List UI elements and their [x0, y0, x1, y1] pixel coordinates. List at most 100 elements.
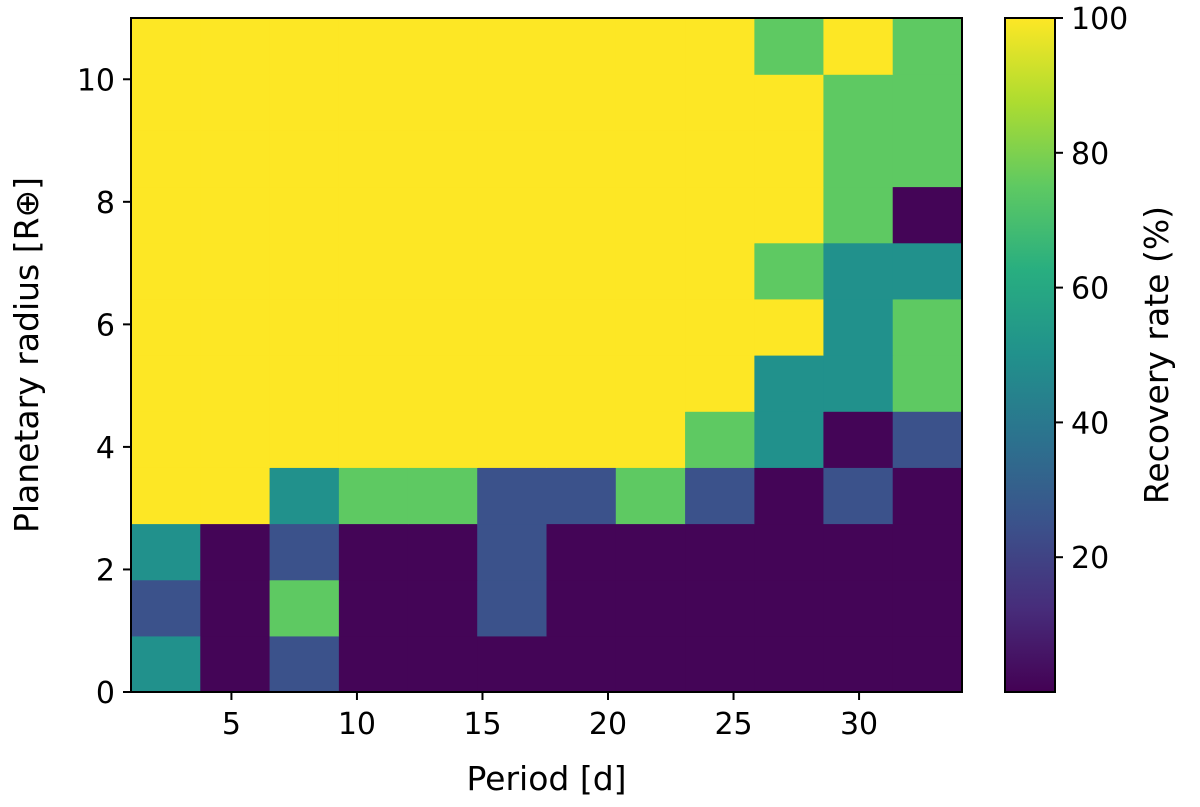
heatmap-cell — [615, 635, 686, 693]
heatmap-cell — [754, 242, 825, 300]
heatmap-cell — [615, 242, 686, 300]
heatmap-cell — [269, 242, 340, 300]
y-tick-label: 4 — [96, 431, 115, 466]
heatmap-cell — [685, 579, 755, 637]
heatmap-cell — [338, 411, 409, 468]
y-tick-label: 8 — [96, 186, 115, 221]
heatmap-cell — [546, 579, 617, 637]
heatmap-cell — [407, 523, 478, 581]
heatmap-cell — [407, 74, 478, 131]
colorbar-frame — [1004, 17, 1056, 693]
y-tick-label: 0 — [96, 676, 115, 711]
heatmap-cell — [685, 467, 755, 525]
heatmap-cell — [546, 411, 617, 468]
heatmap-cell — [477, 18, 548, 75]
heatmap-cell — [823, 130, 894, 188]
heatmap-cell — [685, 18, 755, 75]
heatmap-cell — [546, 242, 617, 300]
y-tick-label: 6 — [96, 308, 115, 343]
heatmap-cell — [823, 523, 894, 581]
heatmap-cell — [477, 579, 548, 637]
heatmap-cell — [407, 355, 478, 412]
heatmap-cell — [546, 355, 617, 412]
heatmap-cell — [477, 74, 548, 131]
heatmap-cell — [131, 523, 201, 581]
colorbar-tick-label: 40 — [1071, 406, 1109, 441]
heatmap-cell — [754, 523, 825, 581]
heatmap-cell — [131, 355, 201, 412]
heatmap-cell — [615, 355, 686, 412]
heatmap-cell — [338, 18, 409, 75]
heatmap-cell — [892, 298, 963, 356]
heatmap-cell — [546, 130, 617, 188]
heatmap-cell — [892, 186, 963, 244]
heatmap-cell — [200, 18, 271, 75]
heatmap-cell — [131, 18, 201, 75]
y-axis-title: Planetary radius [R⊕] — [7, 177, 46, 533]
heatmap-cell — [407, 242, 478, 300]
heatmap-cell — [615, 74, 686, 131]
heatmap-cell — [407, 411, 478, 468]
heatmap-cell — [892, 467, 963, 525]
heatmap-cell — [477, 186, 548, 244]
heatmap-cell — [269, 130, 340, 188]
heatmap-cell — [200, 523, 271, 581]
heatmap-cell — [200, 298, 271, 356]
heatmap-cell — [407, 635, 478, 693]
heatmap-cell — [407, 298, 478, 356]
heatmap-cell — [615, 186, 686, 244]
heatmap-cell — [131, 635, 201, 693]
heatmap-cell — [615, 523, 686, 581]
heatmap-cell — [477, 467, 548, 525]
heatmap-cell — [546, 74, 617, 131]
heatmap-cell — [546, 186, 617, 244]
heatmap-cell — [477, 298, 548, 356]
heatmap-cell — [615, 298, 686, 356]
heatmap-cell — [823, 74, 894, 131]
heatmap-cell — [338, 579, 409, 637]
x-tick-label: 20 — [589, 707, 627, 742]
heatmap-cell — [131, 186, 201, 244]
heatmap-cell — [131, 130, 201, 188]
heatmap-cell — [407, 579, 478, 637]
heatmap-cell — [200, 130, 271, 188]
colorbar-tick-label: 60 — [1071, 272, 1109, 307]
heatmap-cell — [892, 18, 963, 75]
heatmap-cell — [407, 18, 478, 75]
heatmap-cells — [131, 18, 963, 693]
heatmap-cell — [546, 467, 617, 525]
heatmap-cell — [338, 523, 409, 581]
heatmap-cell — [338, 186, 409, 244]
colorbar-gradient — [1005, 18, 1055, 692]
heatmap-cell — [892, 411, 963, 468]
colorbar-tick-label: 80 — [1071, 137, 1109, 172]
heatmap-cell — [269, 298, 340, 356]
y-axis-ticks: 0 2 4 6 8 10 — [77, 63, 131, 711]
heatmap-cell — [546, 298, 617, 356]
heatmap-cell — [338, 74, 409, 131]
x-tick-label: 15 — [463, 707, 501, 742]
x-tick-label: 5 — [222, 707, 241, 742]
colorbar-ticks: 20 40 60 80 100 — [1055, 2, 1128, 576]
heatmap-cell — [685, 355, 755, 412]
heatmap-cell — [407, 130, 478, 188]
x-tick-label: 25 — [714, 707, 752, 742]
heatmap-cell — [269, 523, 340, 581]
heatmap-cell — [546, 18, 617, 75]
colorbar-title: Recovery rate (%) — [1137, 206, 1176, 504]
heatmap-cell — [685, 242, 755, 300]
heatmap-cell — [615, 18, 686, 75]
heatmap-cell — [546, 635, 617, 693]
y-tick-label: 10 — [77, 63, 115, 98]
heatmap-cell — [477, 635, 548, 693]
heatmap-cell — [338, 355, 409, 412]
heatmap-cell — [685, 74, 755, 131]
x-axis-ticks: 5 10 15 20 25 30 — [222, 692, 878, 742]
heatmap-cell — [823, 186, 894, 244]
heatmap-cell — [269, 186, 340, 244]
heatmap-cell — [615, 411, 686, 468]
heatmap-cell — [754, 635, 825, 693]
heatmap-cell — [823, 635, 894, 693]
heatmap-cell — [338, 242, 409, 300]
heatmap-cell — [754, 74, 825, 131]
